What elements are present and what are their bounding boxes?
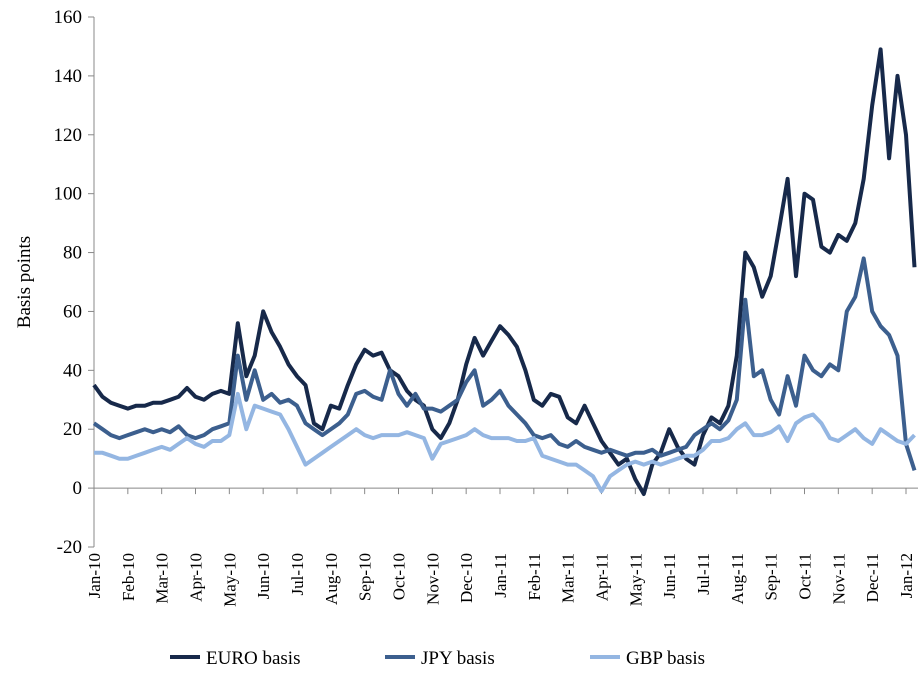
x-tick-label: Dec-10 [457, 553, 476, 603]
y-axis-label: Basis points [14, 236, 35, 328]
y-tick-label: 120 [54, 125, 83, 146]
legend-label: JPY basis [421, 648, 495, 669]
y-tick-label: 0 [73, 478, 83, 499]
x-tick-label: Oct-10 [390, 553, 409, 600]
x-tick-label: Jul-10 [288, 553, 307, 596]
legend-label: GBP basis [626, 648, 705, 669]
y-tick-label: 80 [63, 243, 82, 264]
y-tick-label: 60 [63, 301, 82, 322]
x-tick-label: Apr-11 [593, 553, 612, 601]
line-series [92, 47, 917, 496]
y-tick-label: 160 [54, 7, 83, 28]
x-tick-label: Mar-10 [153, 553, 172, 604]
x-tick-label: Jun-10 [254, 553, 273, 599]
y-tick-label: 100 [54, 184, 83, 205]
x-tick-label: Jul-11 [694, 553, 713, 595]
x-tick-label: May-11 [626, 553, 645, 606]
legend-label: EURO basis [206, 648, 300, 669]
x-tick-label: May-10 [220, 553, 239, 607]
y-tick-label: 40 [63, 360, 82, 381]
x-tick-label: Mar-11 [559, 553, 578, 603]
y-tick-label: -20 [57, 537, 82, 558]
x-tick-label: Jan-11 [491, 553, 510, 598]
x-tick-label: Nov-10 [423, 553, 442, 605]
x-tick-label: Sep-11 [762, 553, 781, 601]
y-tick-label: 20 [63, 419, 82, 440]
x-tick-label: Feb-11 [525, 553, 544, 601]
x-tick-label: Jun-11 [660, 553, 679, 599]
line-series [94, 391, 916, 494]
x-tick-label: Nov-11 [829, 553, 848, 604]
x-tick-label: Jan-10 [85, 553, 104, 598]
x-tick-label: Aug-11 [728, 553, 747, 604]
x-tick-label: Feb-10 [119, 553, 138, 601]
x-tick-label: Oct-11 [796, 553, 815, 600]
x-tick-label: Sep-10 [356, 553, 375, 601]
x-tick-label: Jan-12 [897, 553, 916, 598]
line-series [92, 256, 917, 472]
x-tick-label: Apr-10 [187, 553, 206, 602]
x-tick-label: Aug-10 [322, 553, 341, 605]
y-tick-label: 140 [54, 66, 83, 87]
x-tick-label: Dec-11 [863, 553, 882, 602]
